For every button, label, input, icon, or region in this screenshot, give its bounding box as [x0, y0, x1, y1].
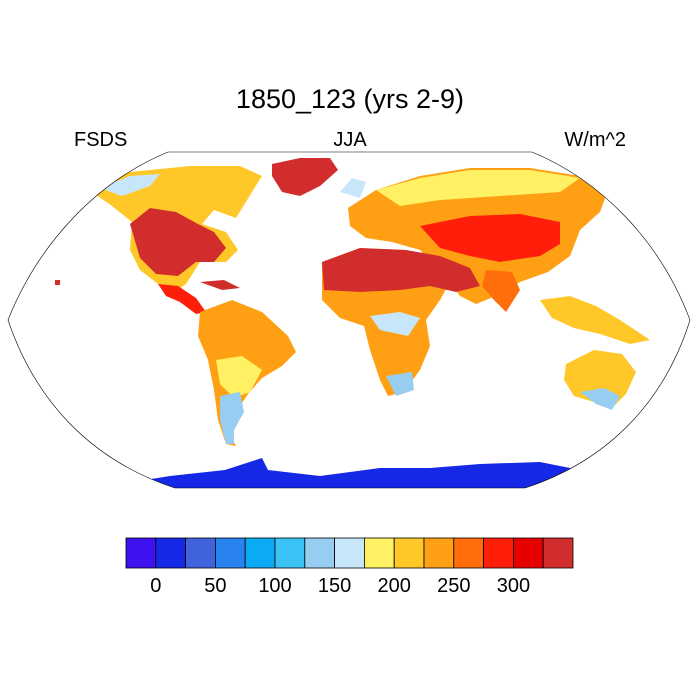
colorbar-swatch [214, 537, 246, 569]
south-america-cool-field [220, 392, 244, 444]
colorbar-tick-label: 100 [258, 575, 291, 597]
colorbar-tick-label: 200 [378, 575, 411, 597]
north-america-hot-field [130, 208, 226, 276]
africa-cool-field [370, 312, 420, 336]
globe-outline [7, 151, 691, 489]
colorbar: 0 50 100 150 200 250 300 [125, 537, 574, 597]
colorbar-swatch [155, 537, 187, 569]
units-label: W/m^2 [564, 129, 626, 151]
colorbar-swatch [185, 537, 216, 569]
map-area [8, 152, 690, 488]
north-america-arctic-field [100, 174, 160, 196]
colorbar-tick-label: 150 [318, 575, 351, 597]
colorbar-swatch [483, 537, 514, 569]
colorbar-swatch [304, 537, 335, 569]
colorbar-tick-label: 300 [497, 575, 530, 597]
colorbar-swatch [513, 537, 544, 569]
southeast-asia-field [540, 296, 650, 344]
figure-title: 1850_123 (yrs 2-9) [236, 84, 464, 114]
colorbar-swatch [393, 537, 425, 569]
caribbean-field [200, 280, 240, 290]
colorbar-tick-label: 250 [437, 575, 470, 597]
colorbar-swatch [334, 537, 365, 569]
eurasia-mild-field [376, 170, 580, 206]
greenland-field [272, 158, 338, 196]
india-field [482, 270, 520, 312]
hawaii-field [55, 280, 60, 285]
season-label: JJA [333, 129, 367, 151]
colorbar-swatch [423, 537, 455, 569]
variable-label: FSDS [74, 129, 127, 151]
colorbar-tick-label: 50 [204, 575, 226, 597]
colorbar-swatch [453, 537, 484, 569]
south-america-mild-field [216, 356, 262, 398]
colorbar-swatch [125, 537, 157, 569]
colorbar-swatch [244, 537, 276, 569]
colorbar-tick-label: 0 [150, 575, 161, 597]
central-america-field [158, 284, 206, 314]
australia-south-field [580, 388, 620, 410]
south-africa-cool-field [386, 372, 414, 396]
antarctica-field [110, 458, 600, 488]
sahara-field [322, 248, 480, 292]
arctic-europe-field [340, 178, 366, 198]
colorbar-swatch [363, 537, 395, 569]
central-asia-hot-field [420, 214, 560, 262]
colorbar-swatch [274, 537, 306, 569]
colorbar-swatch [542, 537, 574, 569]
